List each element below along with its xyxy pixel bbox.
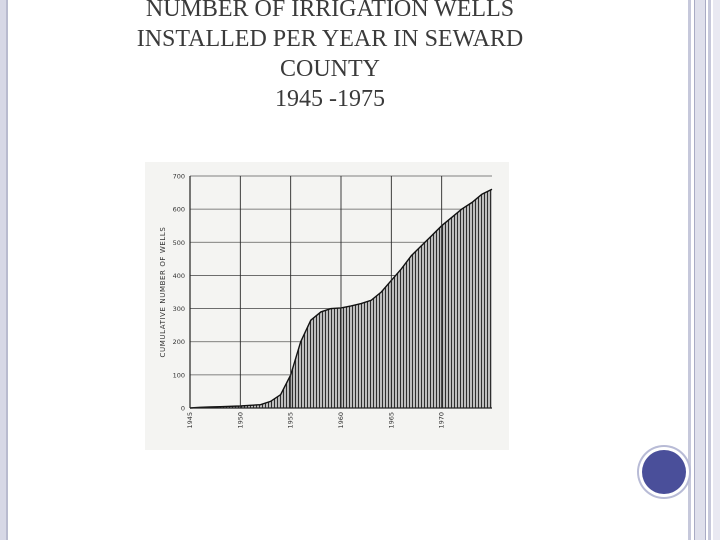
- title-line-1: NUMBER OF IRRIGATION WELLS: [145, 0, 515, 22]
- x-tick-label-1945: 1945: [186, 412, 194, 429]
- slide-right-frame-band: [694, 0, 706, 540]
- y-tick-label-700: 700: [173, 173, 185, 181]
- slide-corner-dot: [642, 450, 686, 494]
- y-tick-label-600: 600: [173, 206, 185, 214]
- y-tick-label-0: 0: [181, 405, 185, 413]
- x-tick-label-1970: 1970: [438, 412, 446, 429]
- y-axis-label: CUMULATIVE NUMBER OF WELLS: [159, 227, 167, 358]
- y-tick-label-100: 100: [173, 371, 185, 379]
- x-tick-label-1955: 1955: [287, 412, 295, 429]
- title-line-2: INSTALLED PER YEAR IN SEWARD: [136, 26, 524, 52]
- chart-image: 0 100 200 300 400 500 600 700 1945 1950 1955 1960 19…: [145, 162, 509, 450]
- y-tick-label-300: 300: [173, 305, 185, 313]
- slide-title: NUMBER OF IRRIGATION WELLS INSTALLED PER…: [40, 0, 620, 114]
- y-tick-label-500: 500: [173, 239, 185, 247]
- title-line-4: 1945 -1975: [275, 86, 385, 112]
- slide-right-frame-inner: [708, 0, 711, 540]
- x-tick-label-1960: 1960: [337, 412, 345, 429]
- y-tick-label-400: 400: [173, 272, 185, 280]
- series-area: [190, 189, 492, 408]
- slide-right-frame-edge: [713, 0, 720, 540]
- wells-area-chart: 0 100 200 300 400 500 600 700 1945 1950 1955 1960 19…: [159, 173, 493, 429]
- x-tick-label-1965: 1965: [387, 412, 395, 429]
- y-tick-label-200: 200: [173, 338, 185, 346]
- slide-right-frame: [688, 0, 691, 540]
- title-line-3: COUNTY: [280, 56, 380, 82]
- x-tick-label-1950: 1950: [236, 412, 244, 429]
- slide-left-rule: [0, 0, 8, 540]
